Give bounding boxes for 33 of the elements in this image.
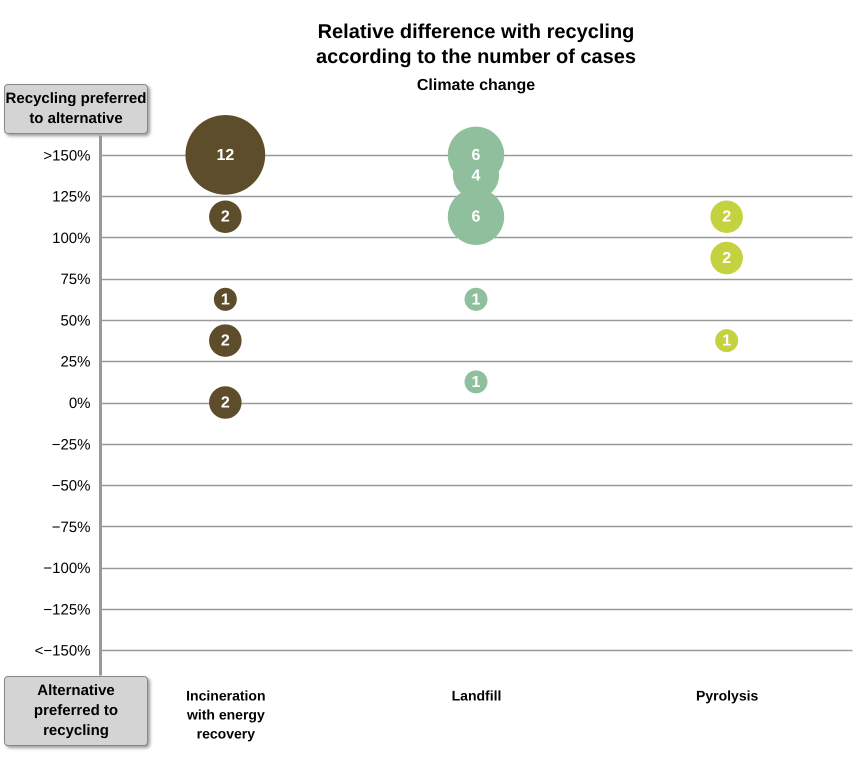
y-tick-label: −100% [43, 560, 90, 578]
data-label: 6 [472, 208, 481, 226]
y-tick-label: −50% [52, 478, 90, 495]
data-label: 1 [722, 332, 732, 350]
data-label: 1 [472, 374, 481, 391]
chart-subtitle: Climate change [416, 76, 536, 94]
data-label: 2 [722, 250, 732, 268]
data-label: 6 [472, 146, 481, 164]
data-label: 2 [722, 208, 732, 226]
y-tick-label: −25% [52, 436, 90, 454]
data-label: 2 [220, 394, 230, 412]
data-label: 2 [220, 208, 230, 226]
data-label: 2 [220, 332, 230, 350]
y-tick-label: >150% [43, 147, 90, 164]
data-label: 1 [472, 291, 481, 308]
y-tick-label: 100% [52, 230, 90, 247]
text: Alternative preferred to recycling [4, 676, 148, 746]
data-label: 4 [472, 167, 481, 184]
y-tick-label: 25% [60, 354, 90, 371]
y-tick-label: <−150% [34, 642, 90, 660]
y-tick-label: −75% [52, 518, 90, 536]
y-tick-label: 125% [52, 188, 90, 206]
text: Recycling preferred to alternative [4, 84, 148, 134]
chart-title: Relative difference with recycling according to the number of cases [316, 20, 636, 68]
y-tick-label: 0% [68, 395, 90, 412]
y-tick-label: −125% [43, 601, 90, 618]
data-label: 12 [216, 146, 234, 164]
data-label: 1 [220, 291, 230, 308]
x-tick-label: Incineration with energy recovery [186, 688, 266, 742]
x-tick-label: Pyrolysis [696, 688, 759, 704]
y-tick-label: 75% [60, 271, 90, 288]
y-tick-label: 50% [60, 312, 90, 330]
x-tick-label: Landfill [452, 688, 502, 704]
